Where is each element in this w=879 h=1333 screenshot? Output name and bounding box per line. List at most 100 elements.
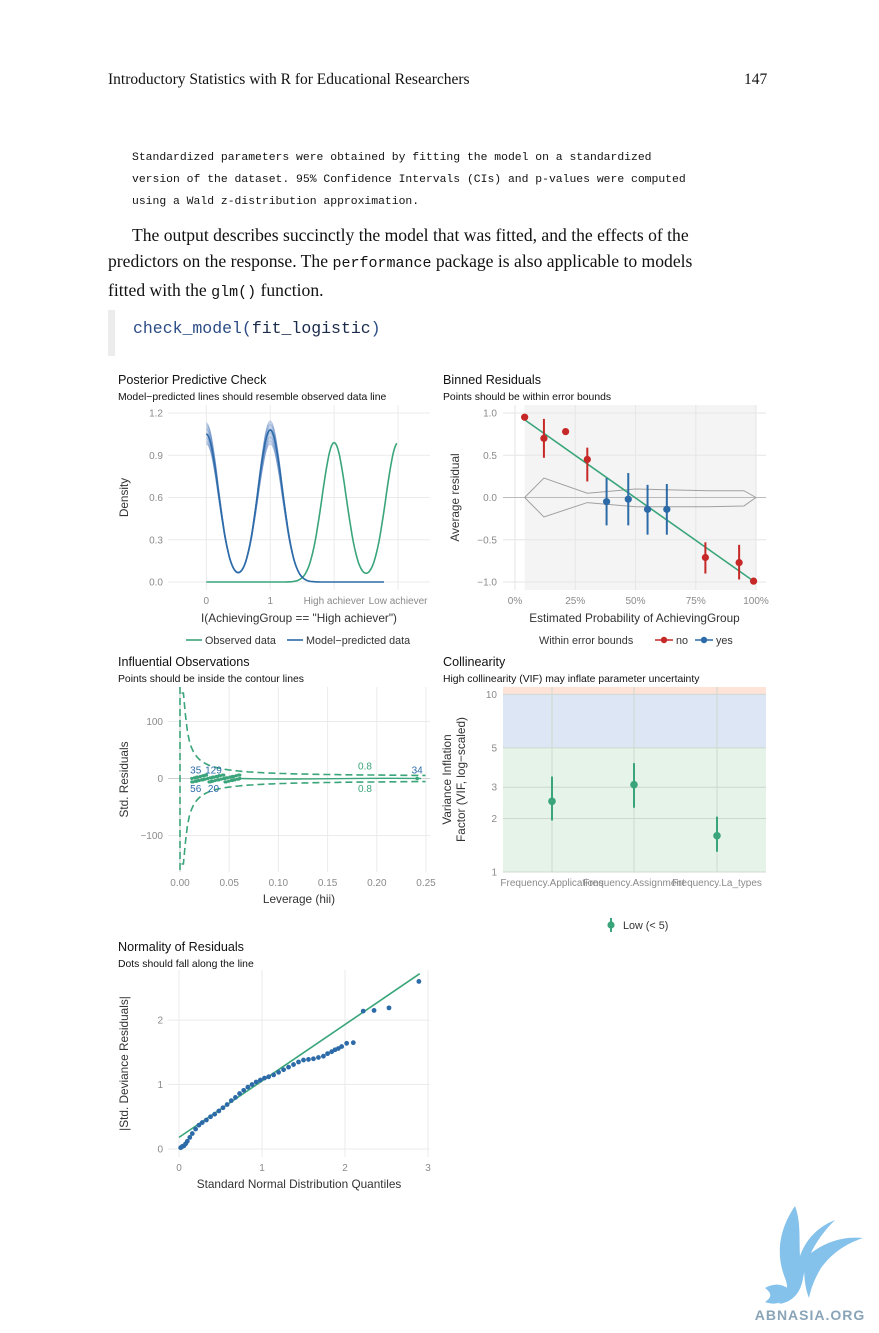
y-tick-label: 0.5 <box>483 451 497 462</box>
inline-code-performance: performance <box>332 255 432 272</box>
paragraph-text: function. <box>256 280 324 300</box>
residual-point <box>228 1098 234 1104</box>
residual-point <box>301 1057 306 1063</box>
paragraph-line: The output describes succinctly the mode… <box>132 225 689 245</box>
residual-point <box>212 1111 218 1117</box>
paragraph-text: package is also applicable to models <box>431 251 693 271</box>
residual-point <box>184 1138 190 1144</box>
x-tick-label: 3 <box>425 1163 431 1174</box>
data-point <box>234 774 238 778</box>
residual-point <box>253 1079 259 1085</box>
contour-lower <box>181 780 426 865</box>
model-predicted-draw <box>206 421 333 583</box>
model-predicted-draw <box>206 427 333 583</box>
binned-point <box>624 495 632 503</box>
x-tick-label: 0 <box>176 1163 182 1174</box>
residual-point <box>325 1051 330 1057</box>
data-point <box>196 775 200 779</box>
y-tick-label: 10 <box>486 690 498 701</box>
x-tick-label: 0% <box>508 596 523 607</box>
x-tick-label: Frequency.Assignment <box>583 878 685 889</box>
x-tick-label: Frequency.La_types <box>672 878 762 889</box>
residual-point <box>233 1095 238 1100</box>
point-label: 129 <box>205 765 222 776</box>
x-tick-label: 1 <box>267 596 273 607</box>
panel-subtitle: High collinearity (VIF) may inflate para… <box>443 674 700 685</box>
body-paragraph: The output describes succinctly the mode… <box>108 222 772 306</box>
watermark-logo: ABNASIA.ORG <box>755 1206 864 1323</box>
model-predicted-draw <box>206 425 333 583</box>
data-point <box>211 779 215 783</box>
model-predicted-draw <box>206 423 333 583</box>
upper-error-bound <box>524 477 757 498</box>
data-point <box>204 773 209 777</box>
model-predicted-draw <box>206 435 333 583</box>
data-point <box>206 776 210 781</box>
x-tick-label: 100% <box>743 596 769 607</box>
binned-point <box>749 577 758 585</box>
data-point <box>233 778 237 782</box>
binned-point <box>663 505 671 513</box>
panel-subtitle: Dots should fall along the line <box>118 959 254 970</box>
residual-point <box>193 1126 199 1132</box>
x-axis-title: Standard Normal Distribution Quantiles <box>197 1177 402 1191</box>
legend-label-observed: Observed data <box>205 635 276 647</box>
residual-point <box>306 1057 311 1062</box>
x-axis-title: Estimated Probability of AchievingGroup <box>529 611 740 625</box>
residual-point <box>199 1120 205 1125</box>
x-tick-label: 0.25 <box>416 878 436 889</box>
data-point <box>224 780 228 784</box>
posterior-predictive-check-panel: Posterior Predictive Check Model−predicte… <box>117 373 430 647</box>
y-tick-label: 3 <box>491 783 497 794</box>
residual-point <box>249 1082 255 1087</box>
contour-upper <box>181 692 426 777</box>
legend-key-no-dot <box>660 636 668 644</box>
model-predicted-draw <box>206 423 333 583</box>
model-predicted-draw <box>206 428 333 583</box>
vif-point <box>630 780 638 789</box>
panel-subtitle: Points should be inside the contour line… <box>118 674 304 685</box>
data-point <box>212 775 216 779</box>
model-predicted-draw <box>206 427 333 583</box>
data-point <box>223 776 227 781</box>
x-tick-label: 0.15 <box>318 878 338 889</box>
model-predicted-draw <box>206 426 333 583</box>
x-tick-label: Frequency.Applications <box>500 878 603 889</box>
y-tick-label: 5 <box>491 743 497 754</box>
paragraph-line: fitted with the glm() function. <box>108 277 772 306</box>
residual-point <box>321 1053 326 1059</box>
legend-label-low: Low (< 5) <box>623 920 668 932</box>
y-axis-title: Std. Residuals <box>117 741 131 817</box>
residual-point <box>316 1055 321 1060</box>
x-tick-label: 0.05 <box>219 878 239 889</box>
binned-point <box>735 558 743 567</box>
data-point <box>225 776 230 780</box>
residual-point <box>386 1005 392 1011</box>
residual-point <box>203 1117 209 1123</box>
residual-point <box>224 1102 230 1107</box>
x-tick-label: 25% <box>565 596 585 607</box>
x-tick-label: 0.00 <box>170 878 190 889</box>
x-tick-label: 0.10 <box>269 878 289 889</box>
residual-point <box>216 1108 222 1114</box>
model-predicted-draw <box>206 425 333 583</box>
model-predicted-draw <box>206 437 333 583</box>
model-predicted-draw <box>206 429 333 583</box>
y-axis-title: Average residual <box>448 453 462 541</box>
binned-point <box>701 553 709 562</box>
residual-point <box>245 1084 251 1090</box>
binned-point <box>602 498 611 506</box>
model-predicted-draw <box>206 420 333 583</box>
residual-point <box>350 1040 356 1046</box>
model-predicted-draw <box>206 427 333 583</box>
panel-title: Binned Residuals <box>443 373 541 387</box>
model-predicted-draw <box>206 433 333 583</box>
model-predicted-draw <box>206 423 333 583</box>
residual-point <box>257 1077 263 1083</box>
point-label: 0.8 <box>358 784 372 795</box>
y-tick-label: 2 <box>491 814 497 825</box>
running-header-title: Introductory Statistics with R for Educa… <box>108 71 470 88</box>
y-tick-label: 1 <box>157 1080 163 1091</box>
model-predicted-draw <box>206 439 333 583</box>
panel-title: Collinearity <box>443 655 506 669</box>
